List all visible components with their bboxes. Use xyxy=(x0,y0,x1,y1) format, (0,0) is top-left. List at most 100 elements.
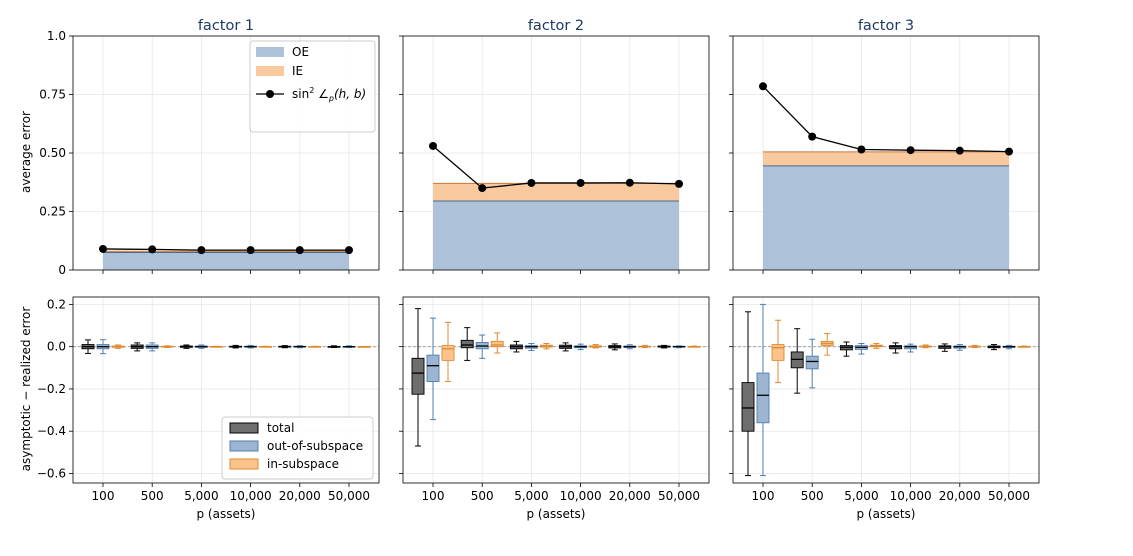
box-in-5000 xyxy=(869,343,883,349)
box-total-50000 xyxy=(327,345,341,349)
legend-swatch-sin-marker xyxy=(266,90,274,98)
bottom-legend-frame xyxy=(221,416,374,480)
x-tick-label: 500 xyxy=(471,489,494,503)
box-in-5000 xyxy=(539,343,553,350)
box-total-10000 xyxy=(559,342,573,352)
box-body xyxy=(490,340,504,348)
x-tick-label: 500 xyxy=(801,489,824,503)
x-axis-label-factor-2: p (assets) xyxy=(527,507,586,521)
sin2-point xyxy=(527,178,536,187)
x-axis-label-factor-1: p (assets) xyxy=(197,507,256,521)
sin2-line xyxy=(102,248,349,251)
box-out-10000 xyxy=(244,344,258,349)
y-tick-label: 0.25 xyxy=(39,205,66,219)
legend-label-oe: OE xyxy=(292,45,309,59)
box-total-100 xyxy=(411,308,425,447)
box-in-10000 xyxy=(259,345,273,348)
x-tick-label: 20,000 xyxy=(279,489,321,503)
sin2-line xyxy=(762,85,1010,153)
box-in-50000 xyxy=(357,345,371,348)
bottom-legend: total out-of-subspace in-subspace xyxy=(221,416,374,480)
legend-label-sin: sin2 ∠p(h, b) xyxy=(292,86,366,103)
sin2-point xyxy=(478,184,487,193)
y-tick-label: −0.2 xyxy=(37,382,66,396)
panel-factor-3-average-error xyxy=(729,35,1040,274)
box-body xyxy=(741,382,755,432)
x-axis-label-factor-3: p (assets) xyxy=(857,507,916,521)
top-y-axis-label: average error xyxy=(19,111,33,193)
x-tick-label: 10,000 xyxy=(560,489,602,503)
box-out-500 xyxy=(805,338,819,389)
oe-area xyxy=(763,165,1009,270)
x-tick-label: 5,000 xyxy=(844,489,878,503)
y-tick-label: 0.2 xyxy=(47,297,66,311)
legend-label-out: out-of-subspace xyxy=(267,439,363,453)
legend-swatch-out xyxy=(229,440,259,452)
box-in-100 xyxy=(111,344,125,349)
panel-factor-1-error-boxplot: 0.2 0.0 −0.2 −0.4 −0.6 100 500 5,000 10,000 20,00… xyxy=(37,296,380,503)
box-in-10000 xyxy=(919,344,933,349)
box-body xyxy=(426,354,440,382)
box-out-100 xyxy=(426,317,440,421)
box-in-100 xyxy=(771,319,785,384)
sin2-point xyxy=(345,246,353,255)
panel-title-factor-1: factor 1 xyxy=(198,18,254,34)
ie-area xyxy=(433,183,679,201)
y-tick-label: 0 xyxy=(58,263,66,277)
x-tick-label: 100 xyxy=(752,489,775,503)
box-in-10000 xyxy=(589,344,603,349)
top-legend-frame xyxy=(249,40,376,133)
y-tick-label: 0.0 xyxy=(47,340,66,354)
x-tick-label: 20,000 xyxy=(939,489,981,503)
box-body xyxy=(411,357,425,395)
sin2-point xyxy=(675,179,683,188)
legend-swatch-total xyxy=(229,422,259,434)
legend-label-ie: IE xyxy=(292,64,303,78)
legend-sin-sub: p xyxy=(328,94,334,103)
sin2-point xyxy=(857,145,866,154)
box-out-50000 xyxy=(1002,344,1016,350)
box-body xyxy=(460,339,474,349)
box-in-5000 xyxy=(209,345,223,348)
box-out-50000 xyxy=(672,345,686,349)
box-total-500 xyxy=(130,342,144,352)
box-out-20000 xyxy=(953,344,967,351)
legend-label-total: total xyxy=(267,421,294,435)
box-out-5000 xyxy=(194,344,208,349)
sin2-point xyxy=(1005,147,1013,156)
axes-frame xyxy=(732,296,1040,484)
box-total-500 xyxy=(790,328,804,394)
legend-sin-angle: ∠ xyxy=(314,87,329,101)
box-total-5000 xyxy=(509,340,523,353)
sin2-point xyxy=(906,146,915,155)
x-tick-label: 5,000 xyxy=(514,489,548,503)
box-out-20000 xyxy=(623,344,637,350)
box-out-10000 xyxy=(904,343,918,353)
x-tick-label: 10,000 xyxy=(230,489,272,503)
box-total-20000 xyxy=(608,343,622,351)
box-body xyxy=(805,355,819,370)
box-total-100 xyxy=(741,311,755,477)
axes-frame xyxy=(72,296,380,484)
box-in-500 xyxy=(490,332,504,354)
panel-title-factor-3: factor 3 xyxy=(858,18,914,34)
sin2-point xyxy=(759,82,767,91)
box-total-5000 xyxy=(839,341,853,357)
box-in-20000 xyxy=(308,345,322,348)
x-tick-label: 50,000 xyxy=(988,489,1030,503)
sin2-point xyxy=(808,132,817,141)
sin2-point xyxy=(246,246,255,255)
y-tick-label: −0.6 xyxy=(37,466,66,480)
legend-sin-args: (h, b) xyxy=(334,87,366,101)
x-tick-label: 50,000 xyxy=(658,489,700,503)
box-body xyxy=(756,372,770,424)
panel-title-factor-2: factor 2 xyxy=(528,18,584,34)
box-total-50000 xyxy=(987,344,1001,351)
oe-area xyxy=(433,200,679,270)
box-in-500 xyxy=(160,345,174,349)
sin2-point xyxy=(99,244,107,253)
box-out-100 xyxy=(96,339,110,355)
sin2-line xyxy=(432,145,680,189)
legend-swatch-oe xyxy=(256,47,284,57)
x-tick-label: 500 xyxy=(141,489,164,503)
